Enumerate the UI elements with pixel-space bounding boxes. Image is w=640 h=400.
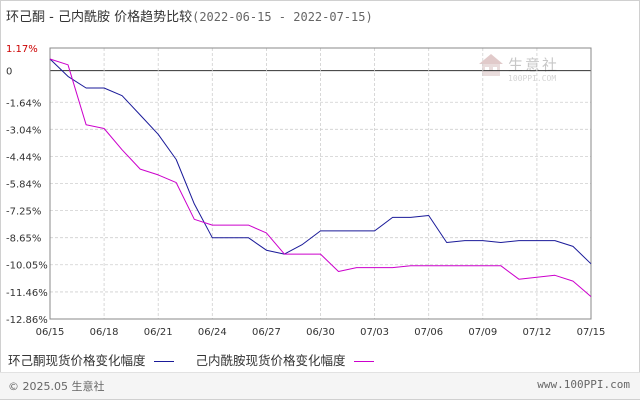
y-tick-label: -5.84% (6, 179, 41, 190)
series-line-cyclohexanone (49, 58, 592, 265)
y-tick-label: -4.44% (6, 152, 41, 163)
series-line-caprolactam (49, 58, 592, 297)
y-tick-label: 1.17% (6, 44, 38, 55)
footer-bar (0, 372, 640, 399)
watermark-logo: 生意社 100PPI.COM (478, 52, 578, 92)
y-tick-label: -7.25% (6, 207, 41, 218)
legend-label-cyclohexanone: 环己酮现货价格变化幅度 (8, 353, 146, 368)
y-tick-label: -10.05% (6, 261, 48, 272)
chart-title-text: 环己酮 - 己内酰胺 价格趋势比较 (6, 10, 193, 25)
x-tick-label: 06/21 (144, 327, 173, 338)
legend-swatch-cyclohexanone (153, 361, 174, 362)
y-tick-label: -3.04% (6, 125, 41, 136)
y-tick-label: -12.86% (6, 315, 48, 326)
plot-area-border (49, 47, 592, 320)
y-tick-label: -8.65% (6, 234, 41, 245)
x-tick-label: 06/24 (198, 327, 227, 338)
chart-date-range: (2022-06-15 - 2022-07-15) (192, 10, 373, 24)
x-tick-label: 06/30 (306, 327, 335, 338)
x-tick-label: 07/03 (360, 327, 389, 338)
legend-label-caprolactam: 己内酰胺现货价格变化幅度 (195, 353, 346, 368)
legend-item-cyclohexanone: 环己酮现货价格变化幅度 (8, 353, 174, 368)
y-tick-label: -11.46% (6, 288, 48, 299)
x-tick-label: 06/18 (90, 327, 119, 338)
legend-swatch-caprolactam (353, 361, 374, 362)
watermark-url: 100PPI.COM (508, 74, 557, 83)
x-tick-label: 07/09 (468, 327, 497, 338)
x-tick-label: 07/12 (522, 327, 551, 338)
x-tick-label: 07/06 (414, 327, 443, 338)
x-tick-label: 06/15 (36, 327, 65, 338)
footer-copyright: © 2025.05 生意社 (8, 380, 105, 393)
chart-legend: 环己酮现货价格变化幅度 己内酰胺现货价格变化幅度 (8, 350, 392, 369)
watermark-brand: 生意社 (508, 56, 560, 74)
y-tick-label: -1.64% (6, 98, 41, 109)
legend-item-caprolactam: 己内酰胺现货价格变化幅度 (196, 353, 374, 368)
x-tick-label: 06/27 (252, 327, 281, 338)
x-tick-label: 07/15 (577, 327, 606, 338)
footer-site-url: www.100PPI.com (537, 378, 630, 391)
chart-title: 环己酮 - 己内酰胺 价格趋势比较(2022-06-15 - 2022-07-1… (6, 6, 373, 25)
y-tick-label: 0 (6, 67, 12, 78)
house-logo-icon (479, 54, 503, 76)
